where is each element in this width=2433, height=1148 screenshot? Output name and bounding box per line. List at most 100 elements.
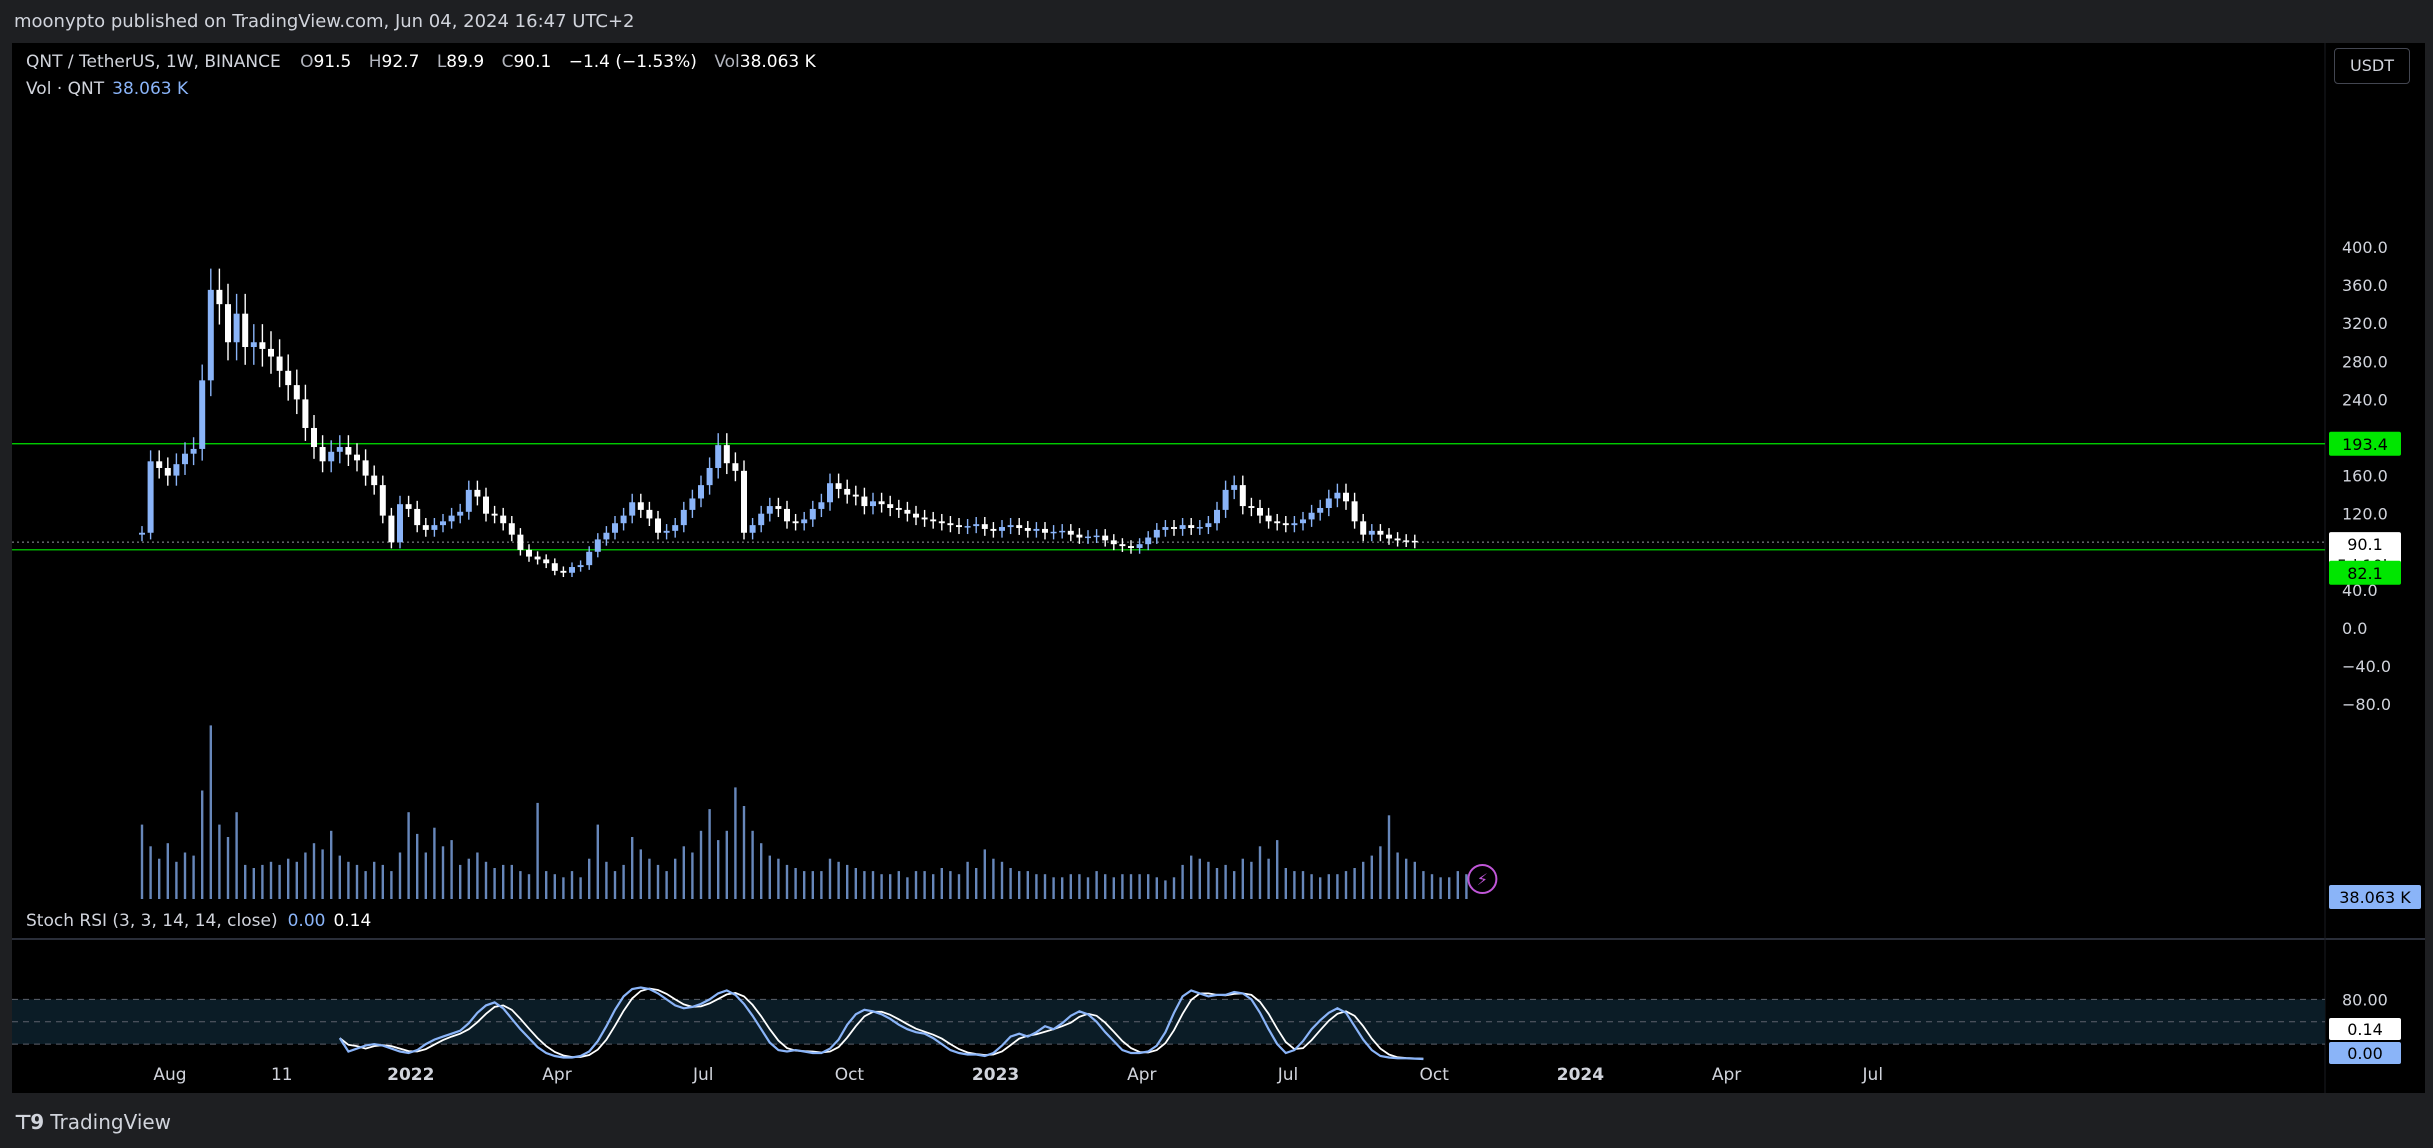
candle-body (182, 453, 188, 465)
candle-body (1102, 535, 1109, 541)
candle-body (354, 454, 360, 461)
price-tick-label: −40.0 (2342, 657, 2391, 676)
volume-bar (1035, 874, 1038, 899)
close-label: C (501, 52, 514, 72)
volume-bar (1456, 871, 1459, 899)
candle-body (603, 532, 610, 540)
volume-bar (287, 858, 290, 899)
volume-bar (1405, 858, 1408, 899)
candle-body (491, 513, 498, 516)
candle-body (293, 385, 300, 400)
candle-body (250, 342, 257, 348)
volume-bar (295, 861, 298, 899)
volume-bar (811, 871, 814, 899)
candle-body (345, 447, 352, 455)
candle-body (1050, 531, 1057, 534)
footer-bar (0, 1093, 2433, 1148)
volume-bar (1043, 874, 1047, 899)
volume-bar (674, 858, 677, 899)
volume-bar (1439, 877, 1442, 899)
volume-bar (932, 874, 935, 899)
candle-body (440, 521, 446, 526)
candle-body (551, 563, 558, 571)
volume-bar (1422, 871, 1425, 899)
chart-frame[interactable]: 400.0360.0320.0280.0240.0200.0160.0120.0… (12, 43, 2425, 1093)
candle-body (1196, 527, 1203, 529)
currency-button[interactable]: USDT (2334, 48, 2410, 84)
volume-bar (570, 871, 574, 899)
candle-body (319, 447, 326, 462)
volume-bar (536, 802, 539, 899)
candle-body (655, 518, 661, 533)
symbol-label[interactable]: QNT / TetherUS, 1W, BINANCE (26, 52, 281, 72)
candle-body (1110, 540, 1117, 545)
candle-body (1179, 525, 1186, 529)
volume-bar (854, 868, 857, 899)
tradingview-logo-icon: ⊤9 (14, 1110, 44, 1134)
candle-body (199, 380, 206, 449)
lightning-icon[interactable] (1467, 864, 1498, 894)
candle-body (1205, 523, 1212, 528)
tradingview-logo[interactable]: ⊤9 TradingView (14, 1110, 171, 1134)
candle-body (328, 451, 335, 462)
candle-body (1153, 529, 1160, 538)
volume-bar (140, 824, 144, 899)
volume-bar (699, 830, 703, 899)
candle-body (938, 521, 945, 524)
volume-bar (1104, 874, 1107, 899)
volume-bar (390, 871, 393, 899)
volume-bar (226, 837, 230, 899)
candle-body (190, 448, 197, 454)
volume-bar (957, 874, 961, 899)
price-tick-label: 280.0 (2342, 352, 2388, 371)
volume-bar (321, 849, 324, 899)
candle-body (431, 525, 438, 530)
candle-body (741, 470, 747, 533)
candle-body (801, 519, 808, 524)
candle-body (723, 445, 730, 464)
high-label: H (368, 52, 382, 72)
time-tick-label: 11 (271, 1065, 293, 1085)
volume-bar (1413, 861, 1416, 899)
volume-bar (416, 833, 419, 899)
candle-body (895, 507, 902, 510)
candle-body (663, 530, 670, 533)
candle-body (242, 313, 249, 348)
volume-bar (794, 868, 797, 899)
stoch-rsi-k-line (338, 986, 1424, 1061)
volume-bar (166, 843, 169, 899)
volume-bar (1241, 858, 1244, 899)
volume-bar (1207, 861, 1210, 899)
candle-body (448, 515, 455, 522)
chart-canvas[interactable]: 400.0360.0320.0280.0240.0200.0160.0120.0… (12, 43, 2425, 1093)
candle-body (586, 551, 593, 566)
volume-legend[interactable]: Vol · QNT 38.063 K (26, 79, 188, 99)
volume-bar (459, 864, 462, 899)
candle-body (233, 313, 240, 343)
publish-bar: moonypto published on TradingView.com, J… (0, 0, 2433, 43)
close-value: 90.1 (513, 52, 552, 72)
price-tick-label: 240.0 (2342, 390, 2388, 409)
volume-bar (175, 861, 178, 899)
candle-body (784, 508, 790, 522)
volume-bar (648, 858, 651, 899)
volume-bar (1129, 874, 1133, 899)
candle-body (698, 485, 704, 499)
candle-body (818, 502, 825, 509)
volume-bar (846, 864, 849, 899)
volume-bar (330, 830, 333, 899)
price-tick-label: 360.0 (2342, 276, 2388, 295)
volume-bar (562, 877, 565, 899)
stoch-rsi-lines (338, 986, 1424, 1061)
volume-bar (992, 858, 995, 899)
candle-body (276, 356, 283, 371)
candle-body (1162, 527, 1169, 530)
volume-bar (631, 837, 634, 899)
candle-body (999, 527, 1005, 531)
volume-bar (269, 861, 273, 899)
candle-body (1282, 523, 1289, 526)
time-tick-label: 2024 (1557, 1065, 1604, 1085)
stoch-rsi-legend[interactable]: Stoch RSI (3, 3, 14, 14, close) 0.00 0.14 (26, 911, 371, 931)
candle-body (852, 494, 859, 497)
level-badge: 82.1 (2347, 564, 2383, 583)
